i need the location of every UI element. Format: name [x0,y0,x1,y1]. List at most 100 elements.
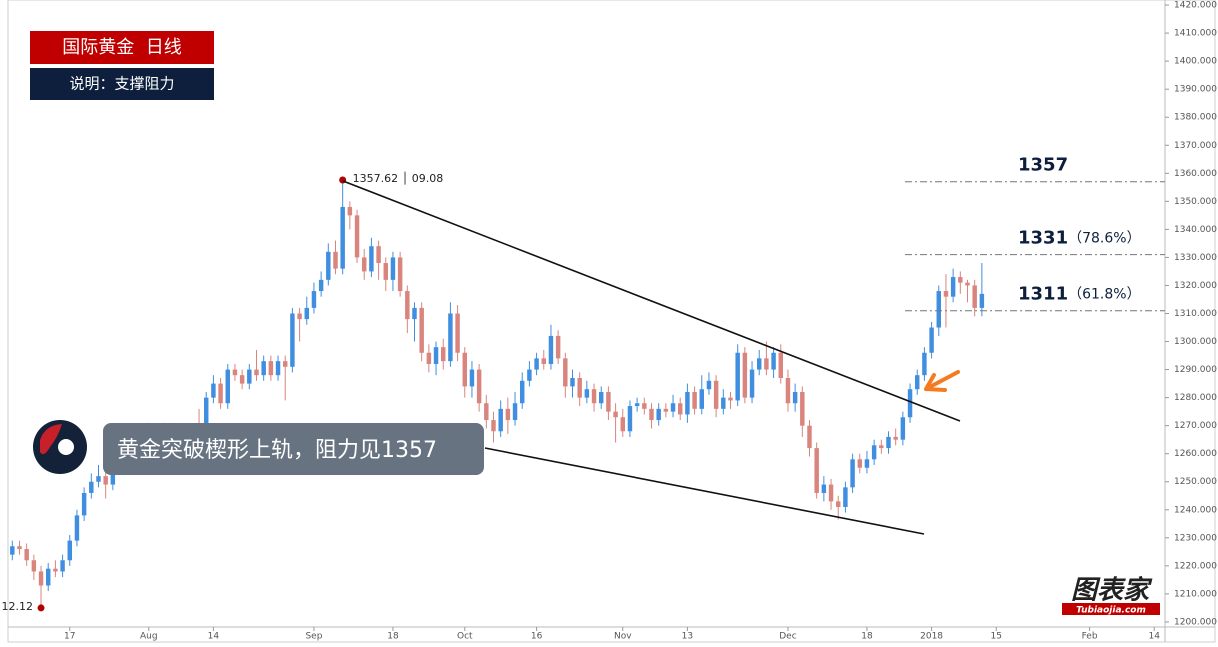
x-tick-label: 2018 [920,632,943,642]
x-tick-label: Oct [457,632,473,642]
y-tick-label: 1400.000 [1174,57,1217,67]
candle-body [584,389,590,398]
candle-body [347,206,353,216]
candle-body [814,448,819,493]
candle-body [749,369,755,398]
candle-body [440,347,446,362]
title: 国际黄金 日线 [62,37,181,58]
candle-body [60,560,65,572]
candle-body [304,307,309,320]
candle-body [433,347,439,364]
candle-body [354,215,360,258]
candle-body [311,291,317,308]
callout-box [103,423,484,475]
candle-body [491,420,496,432]
candle-body [778,352,783,378]
upper-trend-line [342,180,961,422]
x-tick-label: 13 [682,632,693,642]
y-tick-label: 1270.000 [1174,421,1217,431]
frame [7,0,1216,643]
candle-body [864,459,870,468]
candle-body [333,251,338,269]
y-tick-label: 1390.000 [1174,85,1217,95]
level-ratio: （61.8%） [1068,287,1140,303]
candle-body [469,369,475,387]
candle-body [721,397,726,409]
candle-body [67,540,72,561]
candle-body [218,383,223,404]
trough-annotation: 1236.52 │ 12.12 [0,599,33,613]
lower-trend-line [484,447,925,535]
candle-body [232,369,238,376]
candle-body [965,282,970,286]
candle-body [254,369,259,376]
trough-marker [37,604,45,612]
candle-body [527,369,532,381]
x-tick-label: 16 [531,632,543,642]
x-tick-label: Nov [614,632,632,642]
candle-body [570,377,575,387]
x-tick-label: Feb [1082,632,1098,642]
candle-body [929,327,934,353]
candle-body [886,436,891,449]
y-tick-label: 1290.000 [1174,365,1217,375]
candle-body [800,392,805,426]
candle-body [89,481,94,493]
candle-body [512,403,518,421]
level-label: 1311（61.8%） [1018,284,1141,305]
candle-body [972,285,977,308]
candle-body [656,408,661,421]
candle-body [426,352,432,364]
candle-body [713,380,719,409]
candle-body [764,358,769,370]
watermark: 图表家 [1071,576,1153,606]
candle-body [958,277,963,283]
candle-body [706,380,712,390]
candle-body [534,358,539,370]
x-tick-label: 18 [861,632,873,642]
candle-body [598,392,604,404]
x-tick-label: 17 [64,632,75,642]
candle-body [476,369,482,404]
candle-body [563,358,568,387]
candle-body [979,293,985,308]
avatar-accent [40,424,62,455]
candle-body [771,352,776,370]
candle-body [728,397,733,401]
x-tick-label: Sep [305,632,322,642]
y-tick-label: 1250.000 [1174,477,1217,487]
candle-body [282,361,288,367]
candle-body [914,375,920,390]
candle-body [821,484,827,493]
y-tick-label: 1230.000 [1174,533,1217,543]
candle-body [211,383,216,398]
candle-body [455,313,460,353]
candle-body [922,352,927,376]
candle-body [462,352,467,387]
candle-body [53,568,58,572]
x-tick-label: Dec [779,632,796,642]
watermark-sub: Tubiaojia.com [1076,606,1146,616]
candle-body [879,445,884,449]
subtitle-box [30,68,214,100]
y-tick-label: 1220.000 [1174,561,1217,571]
candle-body [419,307,424,353]
candle-body [38,571,44,586]
level-value: 1357 [1018,155,1068,176]
y-tick-label: 1350.000 [1174,197,1217,207]
peak-annotation: 1357.62 │ 09.08 [353,171,444,185]
arrow [924,370,960,392]
candle-body [275,361,281,376]
candle-body [484,403,489,421]
level-ratio: （78.6%） [1068,231,1140,247]
candle-body [843,487,848,507]
candle-body [290,313,295,367]
candle-body [857,459,862,468]
y-tick-label: 1210.000 [1174,589,1217,599]
y-tick-label: 1280.000 [1174,393,1217,403]
candle-body [239,375,245,384]
y-tick-label: 1320.000 [1174,281,1217,291]
candle-body [268,361,274,376]
